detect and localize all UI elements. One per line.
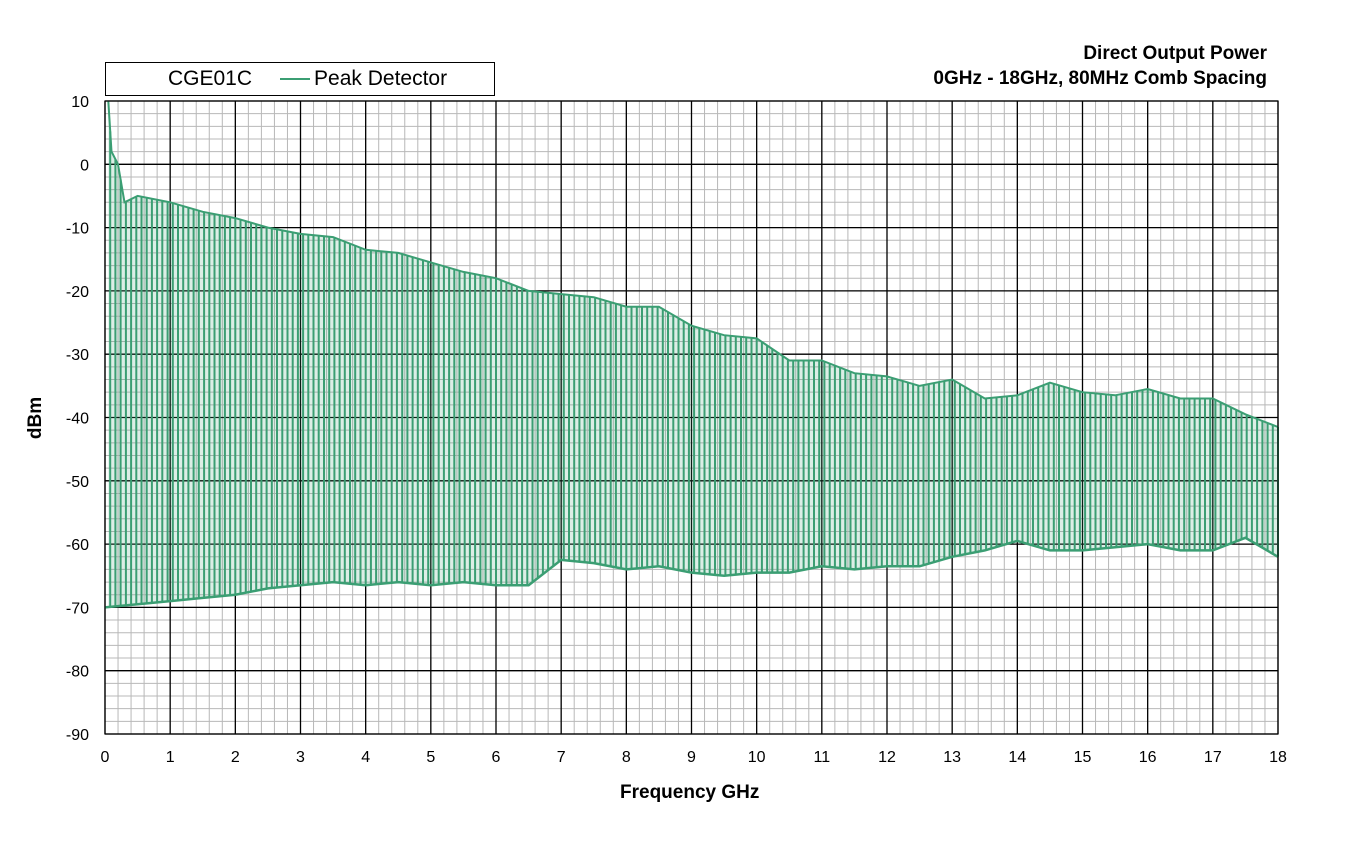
legend-device-label: CGE01C [168, 67, 253, 90]
chart-title-line-1: Direct Output Power [1083, 43, 1267, 64]
x-tick-label: 11 [814, 749, 831, 766]
x-tick-label: 15 [1074, 749, 1092, 766]
chart-title-line-2: 0GHz - 18GHz, 80MHz Comb Spacing [933, 68, 1267, 89]
x-tick-label: 12 [878, 749, 896, 766]
x-tick-label: 7 [557, 749, 566, 766]
x-tick-label: 14 [1008, 749, 1026, 766]
legend-series-swatch [280, 78, 311, 80]
x-tick-label: 4 [361, 749, 370, 766]
y-tick-label: -20 [66, 284, 89, 301]
series-peak-detector [104, 100, 1279, 609]
legend-series-label: Peak Detector [314, 67, 448, 90]
plot-frame [104, 100, 1279, 735]
x-tick-label: 8 [622, 749, 631, 766]
x-tick-label: 18 [1269, 749, 1287, 766]
series-comb-lines [109, 131, 1279, 607]
y-tick-label: -40 [66, 411, 89, 428]
x-tick-label: 2 [231, 749, 240, 766]
x-tick-label: 3 [296, 749, 305, 766]
y-tick-label: -50 [66, 474, 89, 491]
y-tick-label: 0 [80, 157, 89, 174]
x-tick-label: 6 [492, 749, 501, 766]
y-tick-label: -90 [66, 727, 89, 744]
x-tick-label: 13 [943, 749, 961, 766]
y-tick-label: -70 [66, 600, 89, 617]
x-tick-label: 0 [101, 749, 110, 766]
series-noise-floor [104, 536, 1279, 609]
x-tick-label: 9 [687, 749, 696, 766]
x-tick-label: 1 [166, 749, 175, 766]
y-tick-labels: 10 0 -10 -20 -30 -40 -50 -60 -70 -80 -90 [66, 94, 89, 744]
y-tick-label: -80 [66, 664, 89, 681]
x-tick-label: 17 [1204, 749, 1222, 766]
y-tick-label: -10 [66, 221, 89, 238]
legend: CGE01C Peak Detector [105, 62, 495, 96]
y-tick-label: 10 [71, 94, 89, 111]
x-axis-title: Frequency GHz [620, 782, 760, 803]
y-axis-title: dBm [25, 396, 46, 440]
y-tick-label: -30 [66, 347, 89, 364]
x-tick-labels: 0 1 2 3 4 5 6 7 8 9 10 11 12 13 14 15 16 17 18 [101, 749, 1287, 766]
x-tick-label: 5 [426, 749, 435, 766]
series-peak-envelope [107, 100, 1279, 428]
x-tick-label: 10 [748, 749, 766, 766]
y-tick-label: -60 [66, 537, 89, 554]
x-tick-label: 16 [1139, 749, 1157, 766]
